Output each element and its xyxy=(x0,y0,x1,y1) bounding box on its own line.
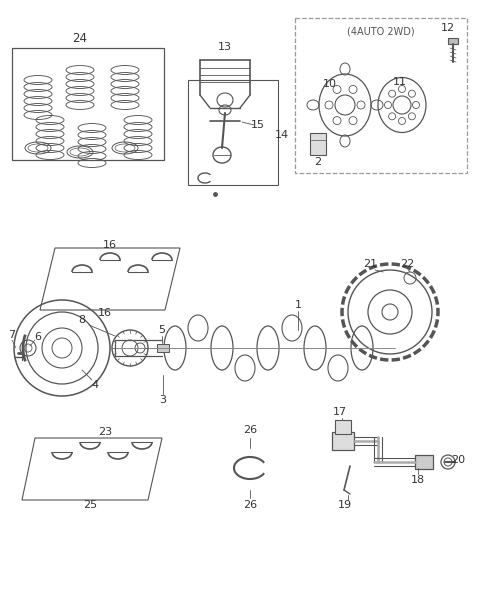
Text: 18: 18 xyxy=(411,475,425,485)
Text: 13: 13 xyxy=(218,42,232,52)
Bar xyxy=(448,38,458,44)
Bar xyxy=(332,432,354,450)
Text: 11: 11 xyxy=(393,77,407,87)
Text: 23: 23 xyxy=(98,427,112,437)
Bar xyxy=(12,48,164,160)
Text: 10: 10 xyxy=(323,79,337,89)
Text: 17: 17 xyxy=(333,407,347,417)
Text: 7: 7 xyxy=(9,330,15,340)
Text: 25: 25 xyxy=(83,500,97,510)
Bar xyxy=(415,455,433,469)
Bar xyxy=(335,420,351,434)
Text: 21: 21 xyxy=(363,259,377,269)
Text: 20: 20 xyxy=(451,455,465,465)
Text: 2: 2 xyxy=(314,157,322,167)
Text: 26: 26 xyxy=(243,500,257,510)
Text: 6: 6 xyxy=(35,332,41,342)
Text: 5: 5 xyxy=(158,325,166,335)
Text: (4AUTO 2WD): (4AUTO 2WD) xyxy=(347,27,415,37)
Text: 15: 15 xyxy=(251,120,265,130)
Text: 26: 26 xyxy=(243,425,257,435)
Bar xyxy=(310,133,326,155)
Bar xyxy=(157,344,169,352)
Text: 24: 24 xyxy=(72,32,87,45)
Text: 3: 3 xyxy=(159,395,167,405)
Text: 8: 8 xyxy=(78,315,85,325)
Text: 22: 22 xyxy=(400,259,414,269)
Text: 1: 1 xyxy=(295,300,301,310)
Bar xyxy=(295,18,467,173)
Text: 4: 4 xyxy=(91,380,98,390)
Text: 16: 16 xyxy=(103,240,117,250)
Text: 16: 16 xyxy=(98,308,112,318)
Text: 14: 14 xyxy=(275,130,289,140)
Text: 19: 19 xyxy=(338,500,352,510)
Text: 12: 12 xyxy=(441,23,455,33)
Bar xyxy=(188,80,278,185)
